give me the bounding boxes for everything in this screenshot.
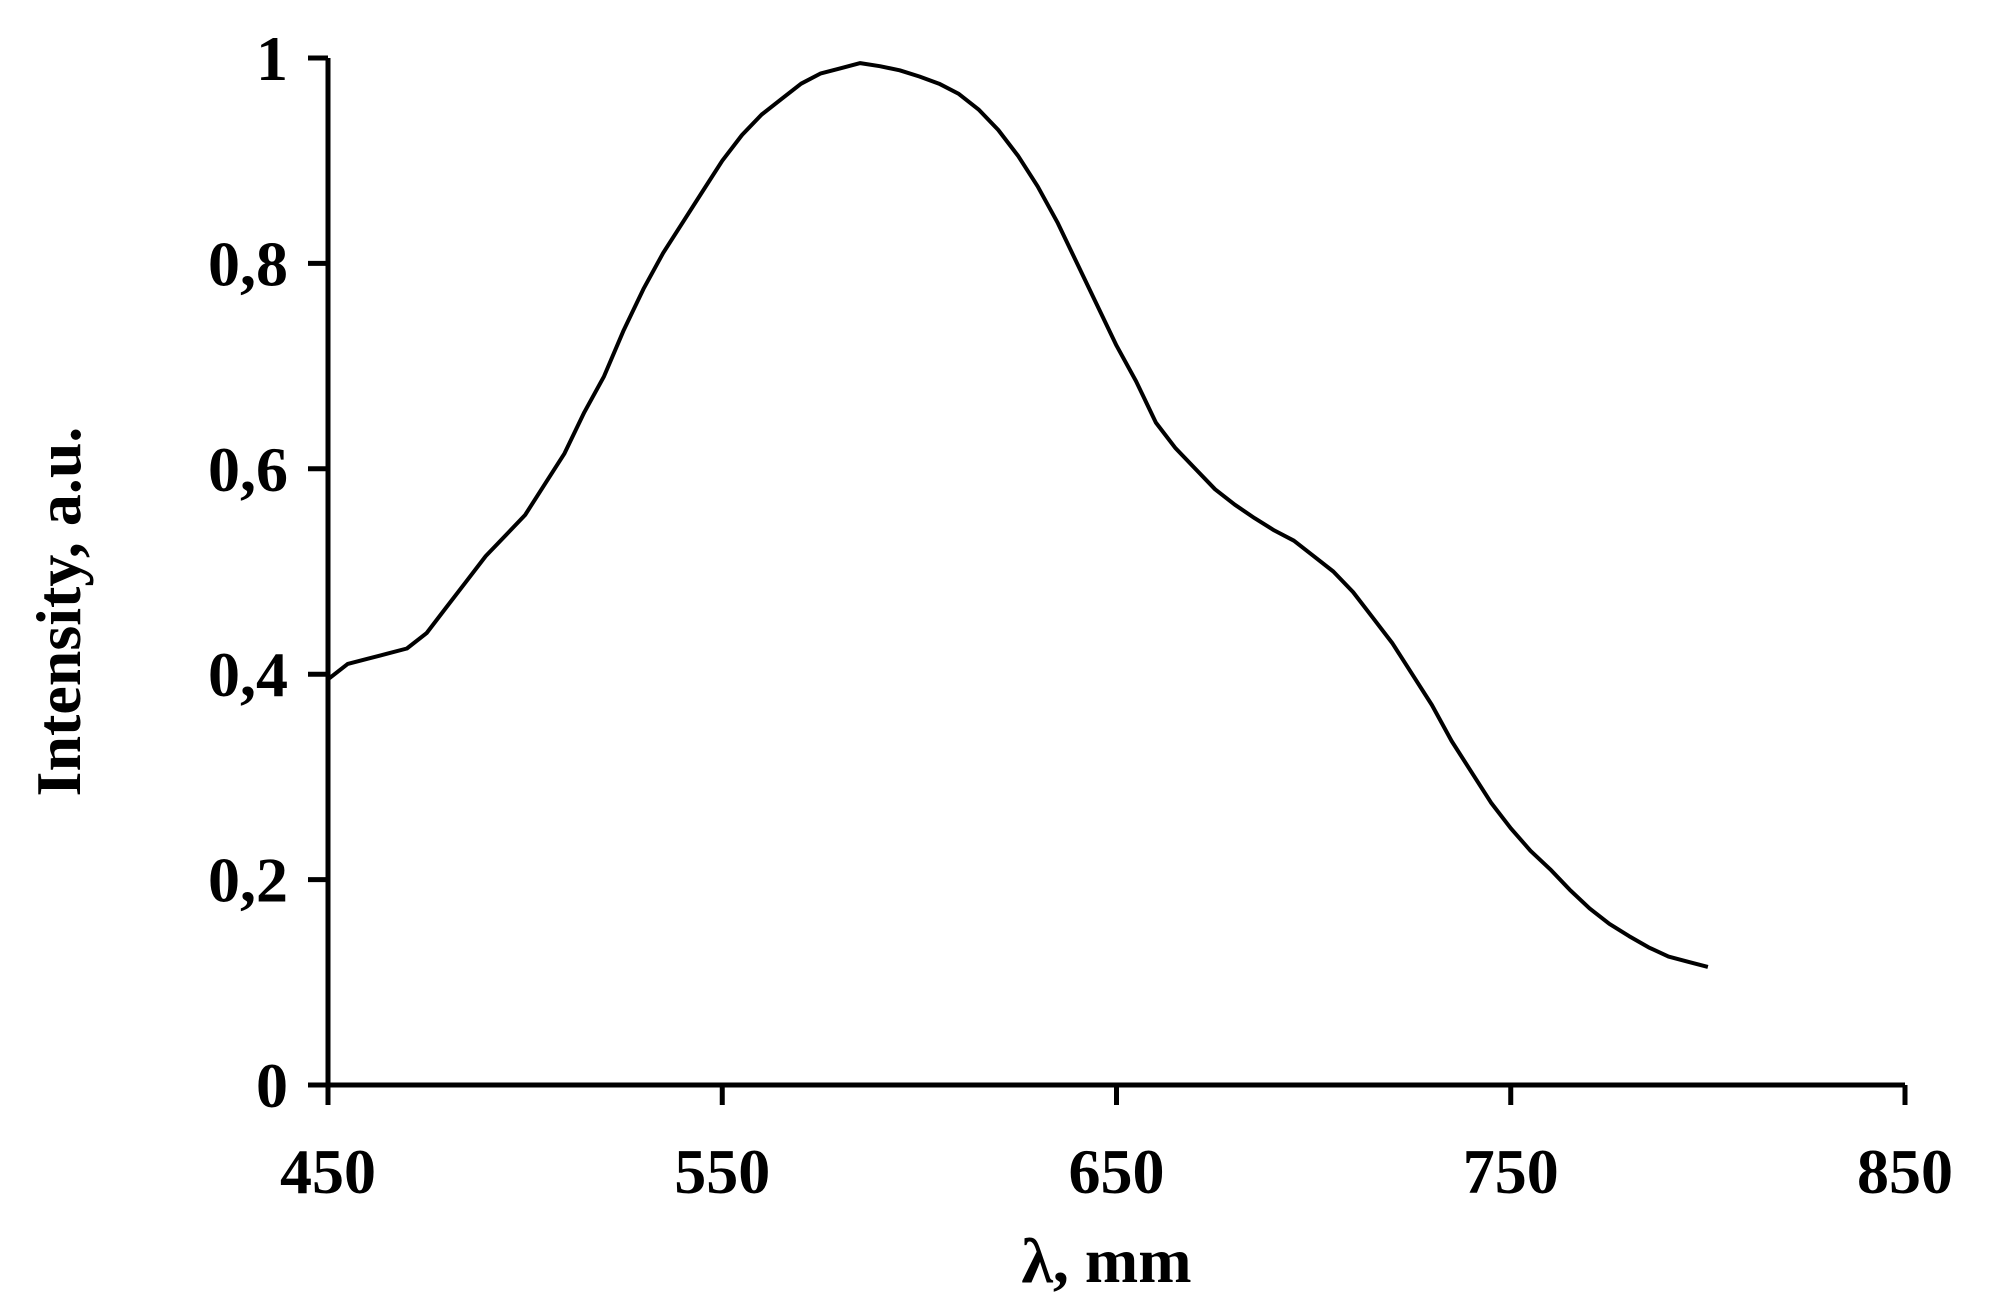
- x-axis-title: λ, mm: [1021, 1225, 1191, 1296]
- x-tick-label: 550: [674, 1136, 770, 1207]
- series-line: [326, 61, 1709, 969]
- y-axis-title: Intensity, a.u.: [23, 427, 94, 797]
- x-tick-label: 650: [1069, 1136, 1165, 1207]
- x-axis: 450 550 650 750 850: [280, 1082, 1953, 1207]
- series-layer: [326, 61, 1709, 969]
- y-tick-label: 0,8: [208, 228, 288, 299]
- x-tick-label: 750: [1463, 1136, 1559, 1207]
- x-tick-label: 450: [280, 1136, 376, 1207]
- y-tick-label: 0: [256, 1050, 288, 1121]
- y-tick-label: 0,6: [208, 434, 288, 505]
- y-tick-label: 0,4: [208, 639, 288, 710]
- y-tick-label: 0,2: [208, 845, 288, 916]
- y-axis: 0 0,2 0,4 0,6 0,8 1: [208, 23, 331, 1121]
- x-tick-label: 850: [1857, 1136, 1953, 1207]
- y-tick-label: 1: [256, 23, 288, 94]
